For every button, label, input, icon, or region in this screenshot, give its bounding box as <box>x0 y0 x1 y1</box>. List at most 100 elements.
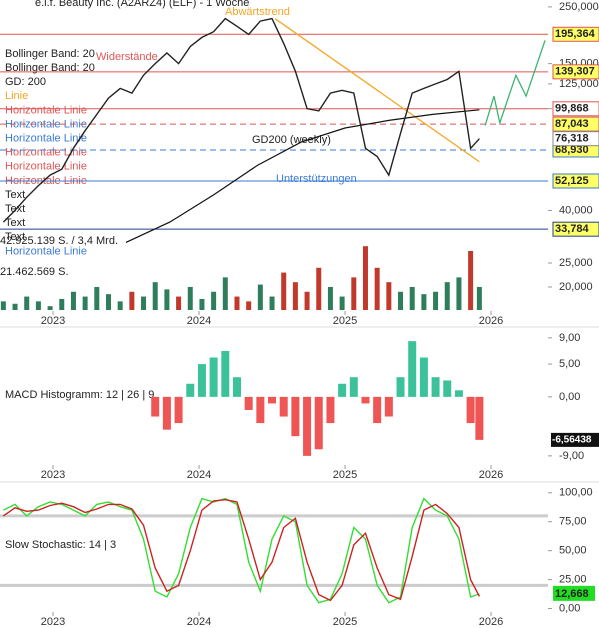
volume-bar <box>257 284 263 310</box>
chart-title: e.l.f. Beauty Inc. (A2ARZ4) (ELF) - 1 Wo… <box>35 0 249 9</box>
legend-entry: Text <box>5 217 25 229</box>
moving-average <box>125 109 480 243</box>
volume-bar <box>24 296 30 310</box>
y-tick-label: 9,00 <box>559 332 580 344</box>
y-tick-label: 100,00 <box>559 487 593 499</box>
annotation: Unterstützungen <box>276 173 357 185</box>
y-tick-label: 20,000 <box>559 281 593 293</box>
price-tag-label: 139,307 <box>555 66 595 78</box>
legend-entry: Horizontale Linie <box>5 147 87 159</box>
price-tag-label: 99,868 <box>555 103 589 115</box>
x-tick-label: 2023 <box>41 469 65 481</box>
legend-entry: Bollinger Band: 20 <box>5 62 95 74</box>
x-tick-label: 2026 <box>479 616 503 628</box>
y-tick-label: 125,000 <box>559 78 599 90</box>
volume-bar <box>187 286 193 310</box>
legend-entry: Text <box>5 231 25 243</box>
x-tick-label: 2023 <box>41 616 65 628</box>
volume-bar <box>82 296 88 310</box>
legend-entry: Horizontale Linie <box>5 104 87 116</box>
volume-bar <box>222 277 228 310</box>
forecast-line <box>484 40 546 126</box>
volume-bar <box>386 282 392 310</box>
stochastic-line <box>2 498 481 602</box>
histogram-bar <box>373 396 382 424</box>
volume-bar <box>304 291 310 310</box>
volume-bar <box>94 286 100 310</box>
volume-bar <box>164 289 170 310</box>
volume-bar <box>234 296 240 310</box>
price-line <box>2 17 480 223</box>
y-tick-label: 0,00 <box>559 602 580 614</box>
price-tag-label: -6,56438 <box>552 435 592 446</box>
x-tick-label: 2024 <box>187 469 211 481</box>
volume-bar <box>468 250 474 310</box>
volume-bar <box>398 291 404 310</box>
volume-bar <box>59 298 65 310</box>
price-tag <box>552 116 599 132</box>
x-tick-label: 2026 <box>479 469 503 481</box>
histogram-bar <box>151 396 160 417</box>
price-tag-label: 33,784 <box>555 223 590 235</box>
volume-bar <box>444 282 450 310</box>
histogram-bar <box>279 396 288 417</box>
x-tick-label: 2025 <box>333 616 357 628</box>
x-tick-label: 2025 <box>333 315 357 327</box>
histogram-bar <box>209 357 218 397</box>
price-tag-label: 68,930 <box>555 144 589 156</box>
histogram-bar <box>186 383 195 397</box>
volume-bar <box>12 303 18 310</box>
trend-label: Abwärtstrend <box>225 6 290 18</box>
histogram-bar <box>475 396 484 440</box>
histogram-bar <box>454 390 463 397</box>
volume-bar <box>316 267 322 310</box>
histogram-bar <box>162 396 171 430</box>
volume-label: 42.925.139 S. / 3,4 Mrd. <box>0 235 118 247</box>
volume-bar <box>339 296 345 310</box>
price-tag-label: 76,318 <box>555 133 589 145</box>
panel-title: Slow Stochastic: 14 | 3 <box>5 539 116 551</box>
panel-title: MACD Histogramm: 12 | 26 | 9 <box>5 389 154 401</box>
histogram-bar <box>256 396 265 424</box>
y-tick-label: 25,000 <box>559 257 593 269</box>
histogram-bar <box>408 341 417 397</box>
histogram-bar <box>396 377 405 397</box>
volume-bar <box>246 301 252 310</box>
histogram-bar <box>268 396 277 404</box>
legend-entry: Horizontale Linie <box>5 161 87 173</box>
legend-entry: Text <box>5 203 25 215</box>
series-label: GD200 (weekly) <box>252 134 331 146</box>
volume-bar <box>433 291 439 310</box>
price-tag-label: 87,043 <box>555 118 589 130</box>
trend-line <box>274 18 480 163</box>
volume-bar <box>141 296 147 310</box>
volume-bar <box>176 296 182 310</box>
volume-bar <box>351 277 357 310</box>
histogram-bar <box>314 396 323 450</box>
histogram-bar <box>419 357 428 397</box>
y-tick-label: 25,00 <box>559 573 587 585</box>
volume-bar <box>476 286 482 310</box>
volume-bar <box>0 301 6 310</box>
legend-entry: Linie <box>5 90 28 102</box>
volume-bar <box>292 282 298 310</box>
histogram-bar <box>221 350 230 397</box>
histogram-bar <box>244 396 253 410</box>
legend-entry: GD: 200 <box>5 76 46 88</box>
volume-bar <box>35 301 41 310</box>
legend-entry: Horizontale Linie <box>5 245 87 257</box>
y-tick-label: 0,00 <box>559 391 580 403</box>
histogram-bar <box>384 396 393 417</box>
x-tick-label: 2023 <box>41 315 65 327</box>
histogram-bar <box>466 396 475 424</box>
price-tag <box>551 432 599 447</box>
price-tag <box>553 585 595 601</box>
annotation: Widerstände <box>96 51 158 63</box>
volume-bar <box>105 294 111 310</box>
volume-bar <box>199 298 205 310</box>
price-tag <box>552 101 599 117</box>
y-tick-label: 50,00 <box>559 545 587 557</box>
